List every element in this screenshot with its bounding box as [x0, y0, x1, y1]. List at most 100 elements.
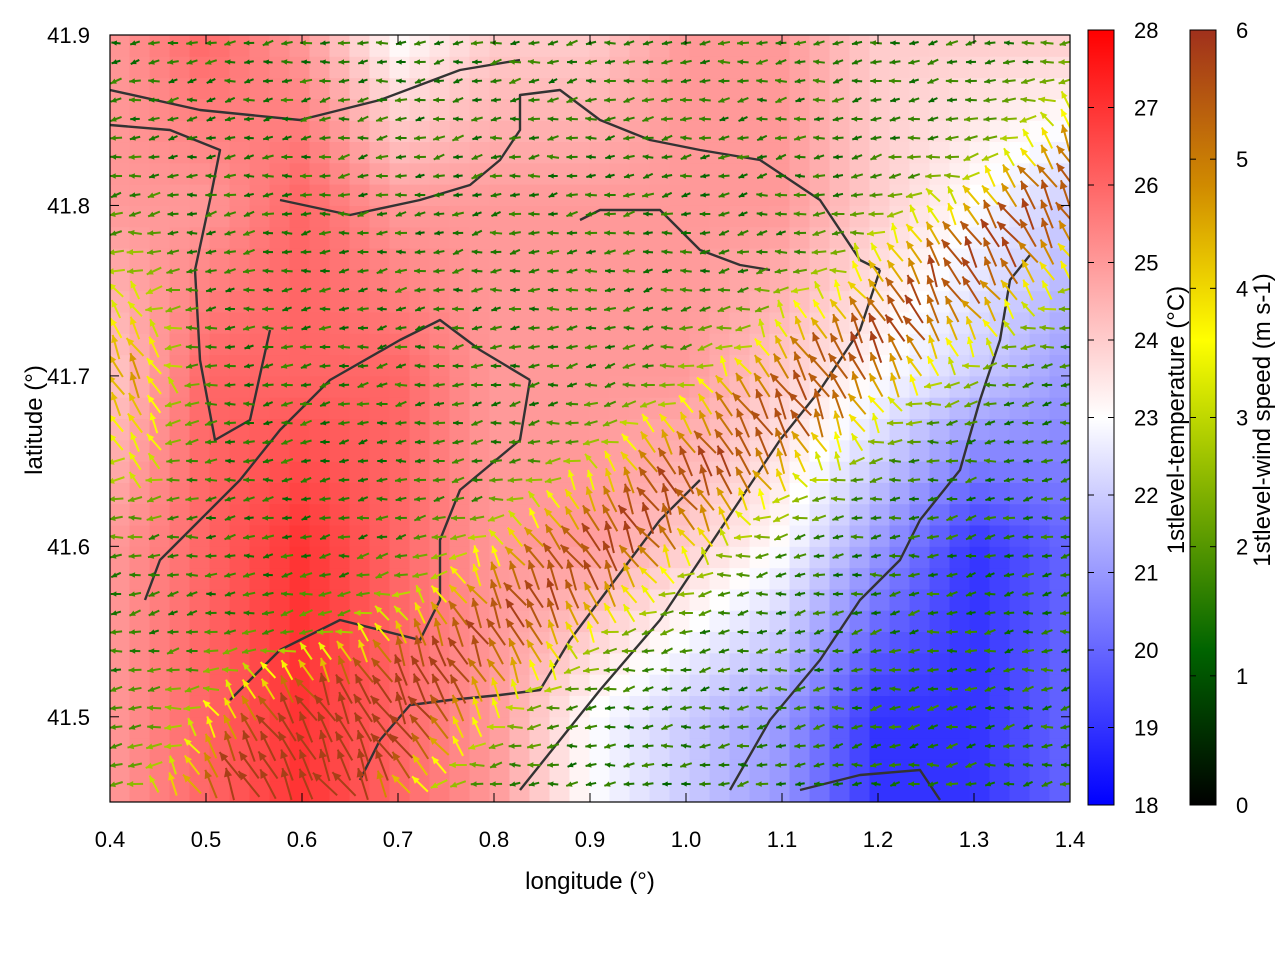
heatmap-cell: [369, 503, 391, 526]
heatmap-cell: [309, 55, 331, 79]
heatmap-cell: [949, 567, 971, 590]
heatmap-cell: [629, 737, 651, 760]
heatmap-cell: [329, 375, 351, 398]
heatmap-cell: [289, 35, 311, 57]
heatmap-cell: [889, 35, 911, 57]
wind-vector: [375, 40, 389, 46]
heatmap-cell: [749, 588, 771, 611]
heatmap-cell: [409, 780, 431, 802]
wind-vector: [927, 77, 939, 85]
heatmap-cell: [110, 737, 131, 760]
heatmap-cell: [110, 35, 131, 57]
heatmap-cell: [1049, 567, 1070, 590]
heatmap-cell: [529, 268, 551, 292]
heatmap-cell: [989, 737, 1011, 760]
heatmap-cell: [789, 780, 811, 802]
heatmap-cell: [589, 375, 611, 398]
heatmap-cell: [169, 354, 191, 377]
heatmap-cell: [989, 55, 1011, 79]
colorbar-tick-label: 27: [1134, 96, 1158, 121]
heatmap-cell: [929, 98, 951, 121]
wind-vector: [337, 40, 351, 46]
wind-vector: [148, 40, 160, 46]
heatmap-cell: [269, 354, 291, 377]
wind-vector: [509, 97, 521, 103]
heatmap-cell: [749, 673, 771, 696]
heatmap-cell: [789, 758, 811, 782]
heatmap-cell: [369, 55, 391, 79]
wind-vector: [167, 59, 179, 65]
heatmap-cell: [769, 588, 791, 611]
heatmap-cell: [649, 716, 671, 739]
heatmap-cell: [709, 162, 731, 185]
heatmap-cell: [409, 524, 431, 547]
heatmap-cell: [269, 311, 291, 334]
heatmap-cell: [329, 481, 351, 505]
heatmap-cell: [729, 396, 751, 419]
wind-vector: [756, 78, 768, 84]
heatmap-cell: [529, 119, 551, 143]
heatmap-cell: [629, 268, 651, 292]
heatmap-cell: [929, 545, 951, 569]
heatmap-cell: [509, 311, 531, 334]
heatmap-cell: [1009, 631, 1031, 654]
heatmap-cell: [489, 204, 511, 228]
wind-vector: [1003, 40, 1015, 46]
temperature-heatmap: [110, 35, 1070, 802]
heatmap-cell: [929, 716, 951, 739]
heatmap-cell: [549, 439, 571, 462]
heatmap-cell: [469, 77, 491, 100]
heatmap-cell: [989, 694, 1011, 718]
heatmap-cell: [429, 758, 451, 782]
heatmap-cell: [269, 396, 291, 419]
heatmap-cell: [189, 652, 211, 675]
heatmap-cell: [269, 226, 291, 249]
wind-vector: [433, 58, 445, 66]
heatmap-cell: [389, 226, 411, 249]
heatmap-cell: [309, 332, 331, 356]
heatmap-cell: [249, 545, 271, 569]
heatmap-cell: [929, 609, 951, 633]
heatmap-cell: [469, 332, 491, 356]
heatmap-cell: [309, 35, 331, 57]
heatmap-cell: [769, 119, 791, 143]
heatmap-cell: [869, 588, 891, 611]
heatmap-cell: [489, 481, 511, 505]
heatmap-cell: [989, 332, 1011, 356]
heatmap-cell: [669, 183, 691, 206]
heatmap-cell: [849, 119, 871, 143]
heatmap-cell: [469, 268, 491, 292]
heatmap-cell: [189, 290, 211, 313]
heatmap-cell: [549, 758, 571, 782]
wind-vector: [812, 97, 826, 103]
heatmap-cell: [949, 758, 971, 782]
heatmap-cell: [569, 290, 591, 313]
heatmap-cell: [709, 673, 731, 696]
heatmap-cell: [769, 780, 791, 802]
heatmap-cell: [729, 375, 751, 398]
heatmap-cell: [489, 162, 511, 185]
heatmap-cell: [209, 460, 231, 483]
heatmap-cell: [849, 226, 871, 249]
wind-vector: [263, 116, 273, 122]
heatmap-cell: [769, 524, 791, 547]
heatmap-cell: [569, 247, 591, 270]
heatmap-cell: [1049, 418, 1070, 441]
heatmap-cell: [110, 375, 131, 398]
heatmap-cell: [969, 35, 991, 57]
wind-vector: [623, 40, 635, 46]
heatmap-cell: [349, 141, 371, 164]
heatmap-cell: [529, 204, 551, 228]
heatmap-cell: [949, 673, 971, 696]
heatmap-cell: [869, 780, 891, 802]
heatmap-cell: [129, 141, 151, 164]
wind-vector: [527, 59, 541, 65]
heatmap-cell: [309, 268, 331, 292]
heatmap-cell: [229, 524, 251, 547]
heatmap-cell: [749, 375, 771, 398]
wind-vector: [890, 40, 900, 46]
heatmap-cell: [229, 609, 251, 633]
heatmap-cell: [169, 737, 191, 760]
heatmap-cell: [309, 503, 331, 526]
heatmap-cell: [289, 204, 311, 228]
